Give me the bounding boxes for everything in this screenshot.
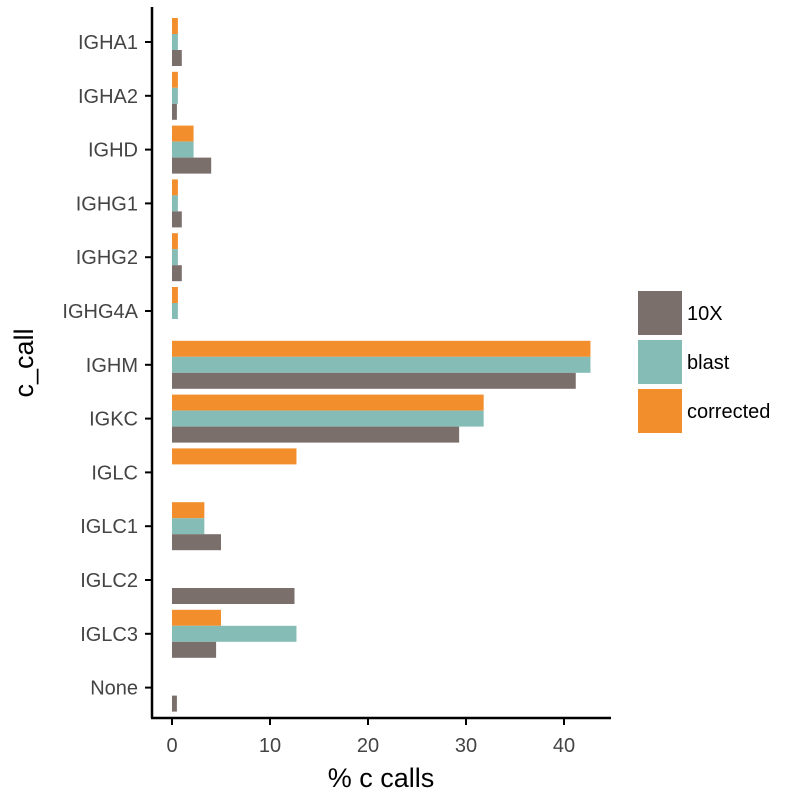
x-ticks: 0 10 20 30 40 <box>166 718 575 757</box>
bar-10x-igha1 <box>172 50 182 66</box>
bar-corrected-iglc <box>172 448 297 465</box>
y-tick-label: None <box>90 678 138 700</box>
bar-blast-ighg4a <box>172 303 178 319</box>
bar-blast-iglc3 <box>172 625 297 642</box>
bar-corrected-ighg4a <box>172 287 178 303</box>
bar-blast-ighg2 <box>172 249 178 266</box>
bar-blast-ighg1 <box>172 195 178 212</box>
bar-10x-igkc <box>172 426 460 443</box>
axes-layer <box>150 7 611 720</box>
bar-10x-none <box>172 695 177 712</box>
bar-corrected-ighd <box>172 125 194 142</box>
bar-blast-ighd <box>172 141 194 158</box>
bar-corrected-igha2 <box>172 71 178 88</box>
bar-blast-iglc1 <box>172 518 205 535</box>
y-tick-label: IGHD <box>88 140 138 162</box>
bar-corrected-igha1 <box>172 18 178 34</box>
y-tick-label: IGLC <box>91 462 138 484</box>
y-tick-label: IGLC1 <box>80 516 138 538</box>
legend-key-corrected <box>638 389 682 433</box>
bar-corrected-igkc <box>172 394 484 411</box>
y-tick-label: IGLC2 <box>80 570 138 592</box>
y-tick-label: IGLC3 <box>80 624 138 646</box>
y-axis-label: c_call <box>9 328 39 397</box>
y-tick-label: IGHM <box>86 355 138 377</box>
bar-10x-igha2 <box>172 103 177 120</box>
bar-corrected-iglc1 <box>172 502 205 519</box>
x-tick-label: 0 <box>166 735 177 757</box>
legend-label-corrected: corrected <box>687 401 770 423</box>
bar-10x-ighg2 <box>172 265 182 282</box>
bar-10x-iglc2 <box>172 588 295 604</box>
legend-label-10x: 10X <box>687 303 723 325</box>
y-tick-label: IGHG1 <box>76 193 138 215</box>
bar-blast-igha1 <box>172 34 178 50</box>
y-tick-label: IGHG4A <box>62 301 138 323</box>
bar-10x-ighm <box>172 372 576 389</box>
bar-corrected-iglc3 <box>172 609 221 626</box>
bar-10x-ighd <box>172 157 212 174</box>
y-tick-label: IGKC <box>89 409 138 431</box>
legend-key-10x <box>638 291 682 335</box>
y-tick-label: IGHG2 <box>76 247 138 269</box>
y-tick-label: IGHA1 <box>78 32 138 54</box>
bar-10x-ighg1 <box>172 211 182 228</box>
bar-corrected-ighg2 <box>172 233 178 250</box>
y-ticks: IGHA1 IGHA2 IGHD IGHG1 IGHG2 IGHG4A IGHM IGKC IG… <box>62 32 152 700</box>
x-tick-label: 40 <box>553 735 575 757</box>
bar-blast-igkc <box>172 410 484 427</box>
bars-layer <box>172 18 591 712</box>
bar-10x-iglc1 <box>172 534 221 551</box>
bar-blast-igha2 <box>172 87 178 104</box>
y-tick-label: IGHA2 <box>78 86 138 108</box>
legend-key-blast <box>638 340 682 384</box>
x-tick-label: 20 <box>357 735 379 757</box>
legend: 10X blast corrected <box>638 291 770 433</box>
x-tick-label: 30 <box>455 735 477 757</box>
bar-10x-iglc3 <box>172 641 217 658</box>
bar-blast-ighm <box>172 356 591 373</box>
bar-corrected-ighg1 <box>172 179 178 196</box>
bar-corrected-ighm <box>172 340 591 357</box>
x-tick-label: 10 <box>259 735 281 757</box>
legend-label-blast: blast <box>687 352 730 374</box>
x-axis-label: % c calls <box>328 763 435 793</box>
